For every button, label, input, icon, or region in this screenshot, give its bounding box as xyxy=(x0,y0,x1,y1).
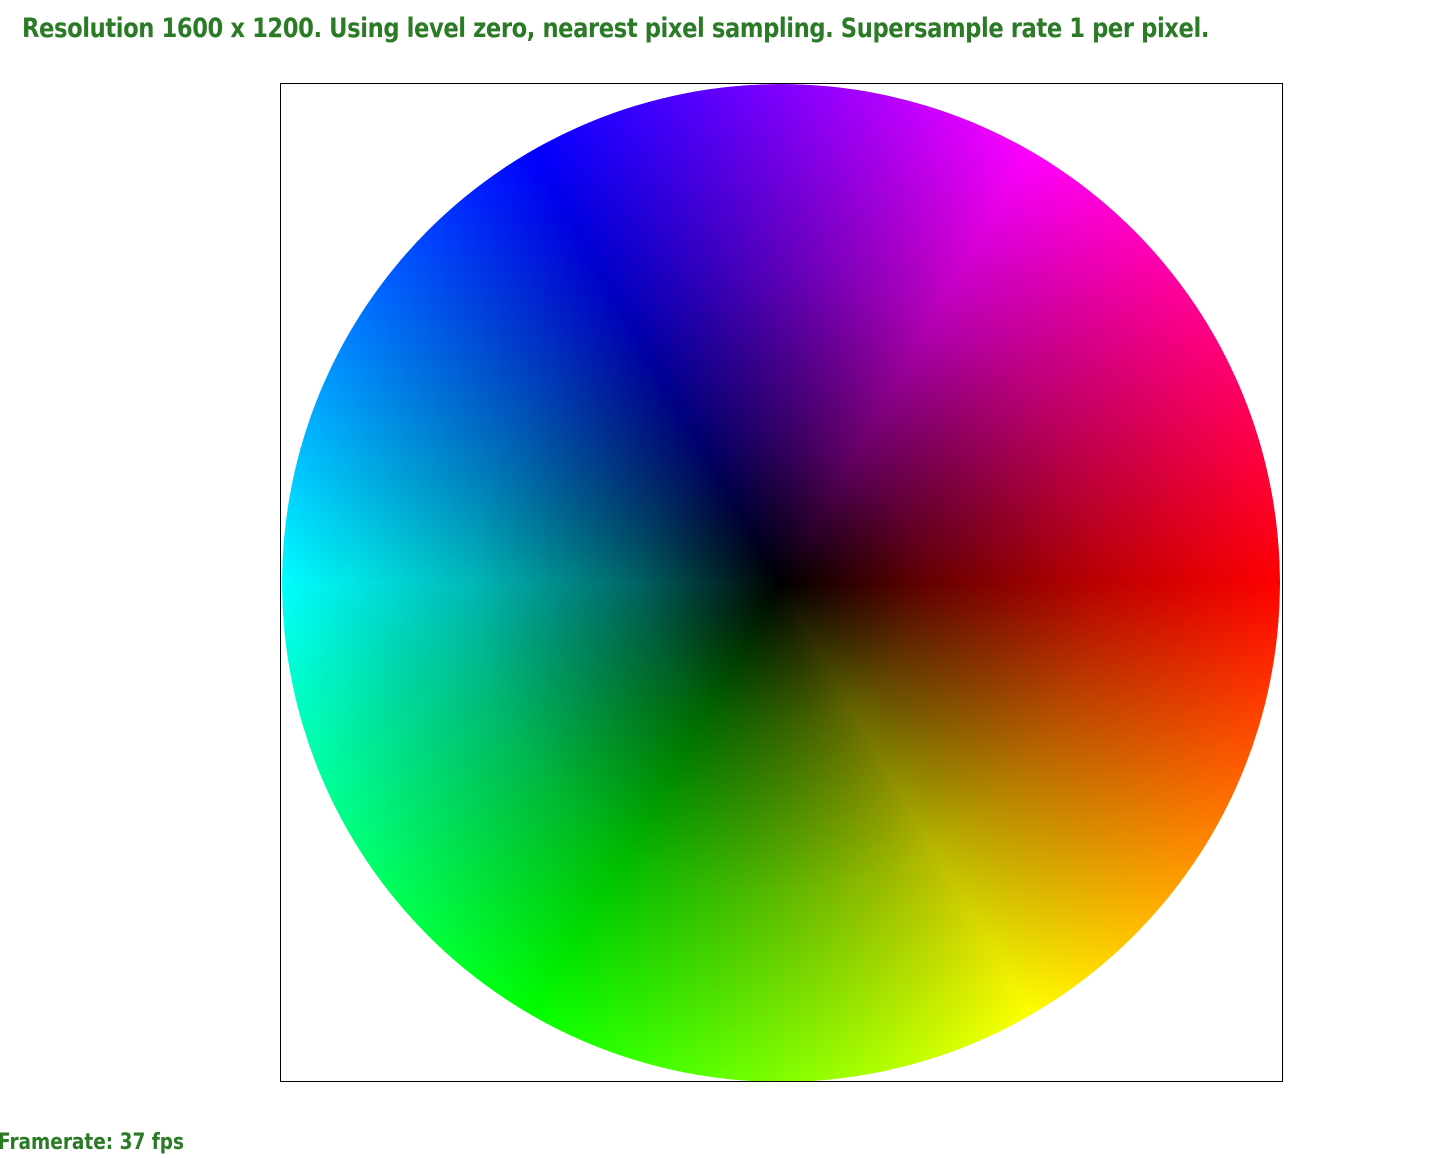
render-status-text: Resolution 1600 x 1200. Using level zero… xyxy=(22,13,1210,44)
framerate-readout: Framerate: 37 fps xyxy=(0,1130,185,1155)
color-wheel xyxy=(282,84,1280,1081)
render-viewport[interactable] xyxy=(280,83,1283,1082)
color-wheel-shade-layer xyxy=(282,84,1280,1081)
